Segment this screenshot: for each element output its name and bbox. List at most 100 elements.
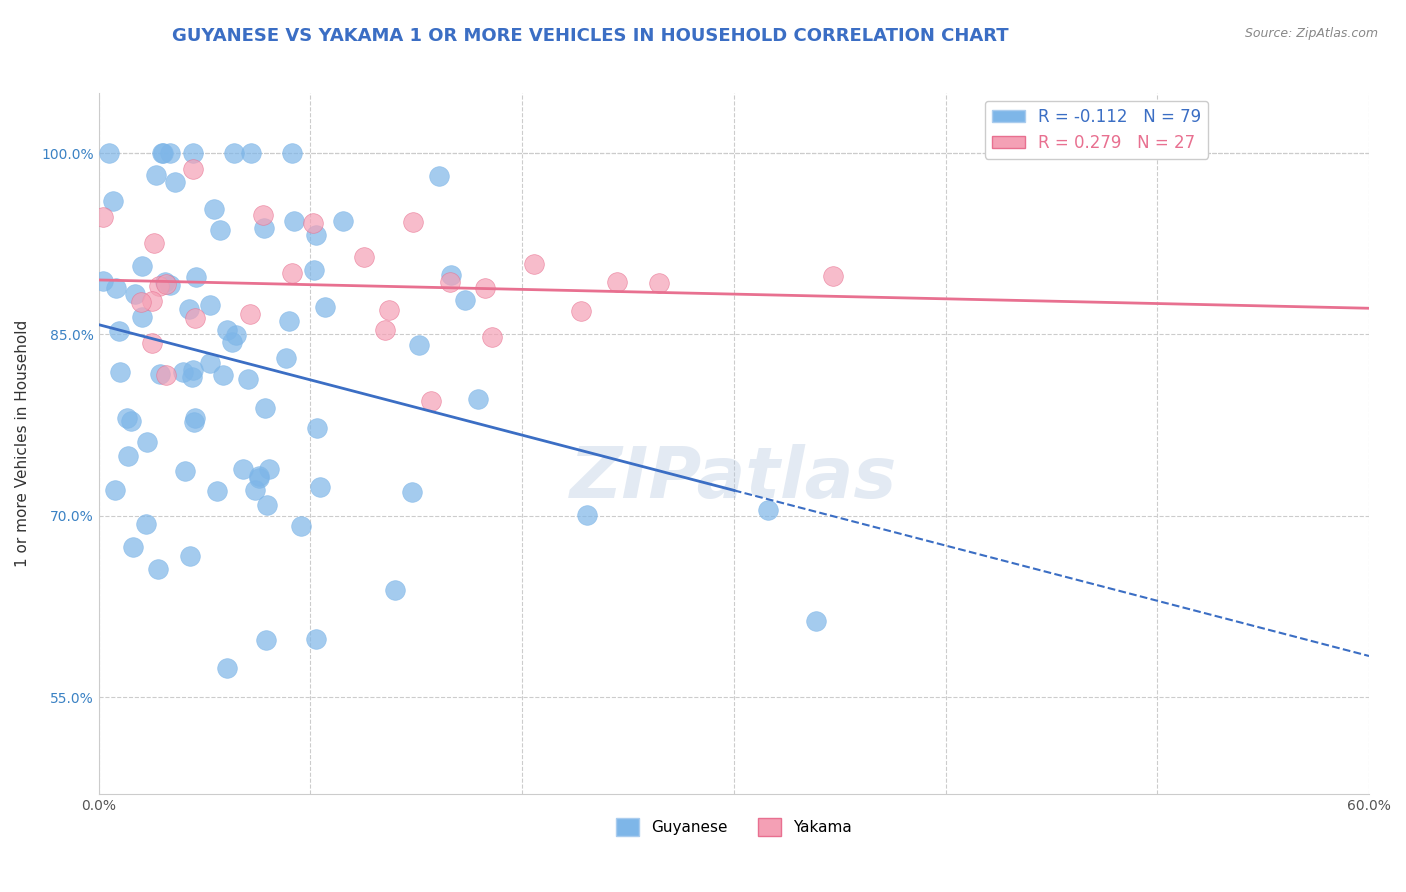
Point [148,278,170,293]
Point [467,392,489,406]
Point [141,293,163,308]
Y-axis label: 1 or more Vehicles in Household: 1 or more Vehicles in Household [15,319,30,567]
Point [217,661,239,675]
Point [221,335,243,350]
Point [124,287,146,301]
Point [179,302,201,317]
Point [181,363,204,377]
Point [184,411,207,425]
Point [253,401,276,415]
Point [290,518,312,533]
Point [247,469,270,483]
Point [104,281,127,295]
Point [180,369,202,384]
Point [305,421,328,435]
Point [163,175,186,189]
Text: ZIPatlas: ZIPatlas [571,444,897,513]
Point [200,298,222,312]
Point [159,146,181,161]
Point [152,146,174,161]
Point [256,498,278,512]
Point [384,583,406,598]
Point [353,250,375,264]
Point [283,214,305,228]
Point [145,169,167,183]
Point [647,276,669,290]
Point [569,304,592,318]
Point [806,614,828,628]
Point [141,336,163,351]
Point [240,146,263,161]
Point [305,632,328,647]
Point [224,146,246,161]
Point [155,368,177,383]
Point [257,462,280,476]
Point [408,338,430,352]
Point [149,367,172,381]
Point [91,274,114,288]
Point [225,327,247,342]
Point [254,633,277,648]
Point [253,220,276,235]
Point [172,365,194,379]
Point [208,223,231,237]
Point [202,202,225,216]
Point [373,324,395,338]
Point [103,194,125,208]
Point [131,259,153,273]
Point [481,330,503,344]
Point [205,484,228,499]
Point [153,275,176,289]
Point [440,268,463,283]
Point [302,216,325,230]
Point [305,228,328,243]
Point [179,549,201,563]
Point [314,300,336,314]
Point [308,479,330,493]
Point [401,215,423,229]
Point [236,372,259,386]
Point [756,503,779,517]
Point [215,323,238,337]
Point [252,208,274,222]
Point [239,307,262,321]
Point [173,464,195,478]
Point [135,516,157,531]
Point [243,483,266,497]
Point [115,410,138,425]
Point [104,483,127,497]
Point [120,414,142,428]
Point [121,541,143,555]
Point [332,214,354,228]
Point [401,484,423,499]
Point [231,462,253,476]
Point [198,356,221,370]
Point [183,415,205,429]
Point [247,471,270,485]
Point [181,146,204,161]
Point [110,366,132,380]
Text: GUYANESE VS YAKAMA 1 OR MORE VEHICLES IN HOUSEHOLD CORRELATION CHART: GUYANESE VS YAKAMA 1 OR MORE VEHICLES IN… [172,27,1010,45]
Point [606,275,628,289]
Point [302,263,325,277]
Point [211,368,233,383]
Point [131,310,153,324]
Point [142,235,165,250]
Point [277,314,299,328]
Point [91,211,114,225]
Point [117,449,139,463]
Point [108,324,131,338]
Point [523,257,546,271]
Point [281,146,304,161]
Point [378,303,401,318]
Point [439,276,461,290]
Point [186,270,208,285]
Point [184,311,207,326]
Point [98,146,121,161]
Point [474,280,496,294]
Point [823,268,845,283]
Point [454,293,477,308]
Point [576,508,599,522]
Point [274,351,297,365]
Point [420,393,443,408]
